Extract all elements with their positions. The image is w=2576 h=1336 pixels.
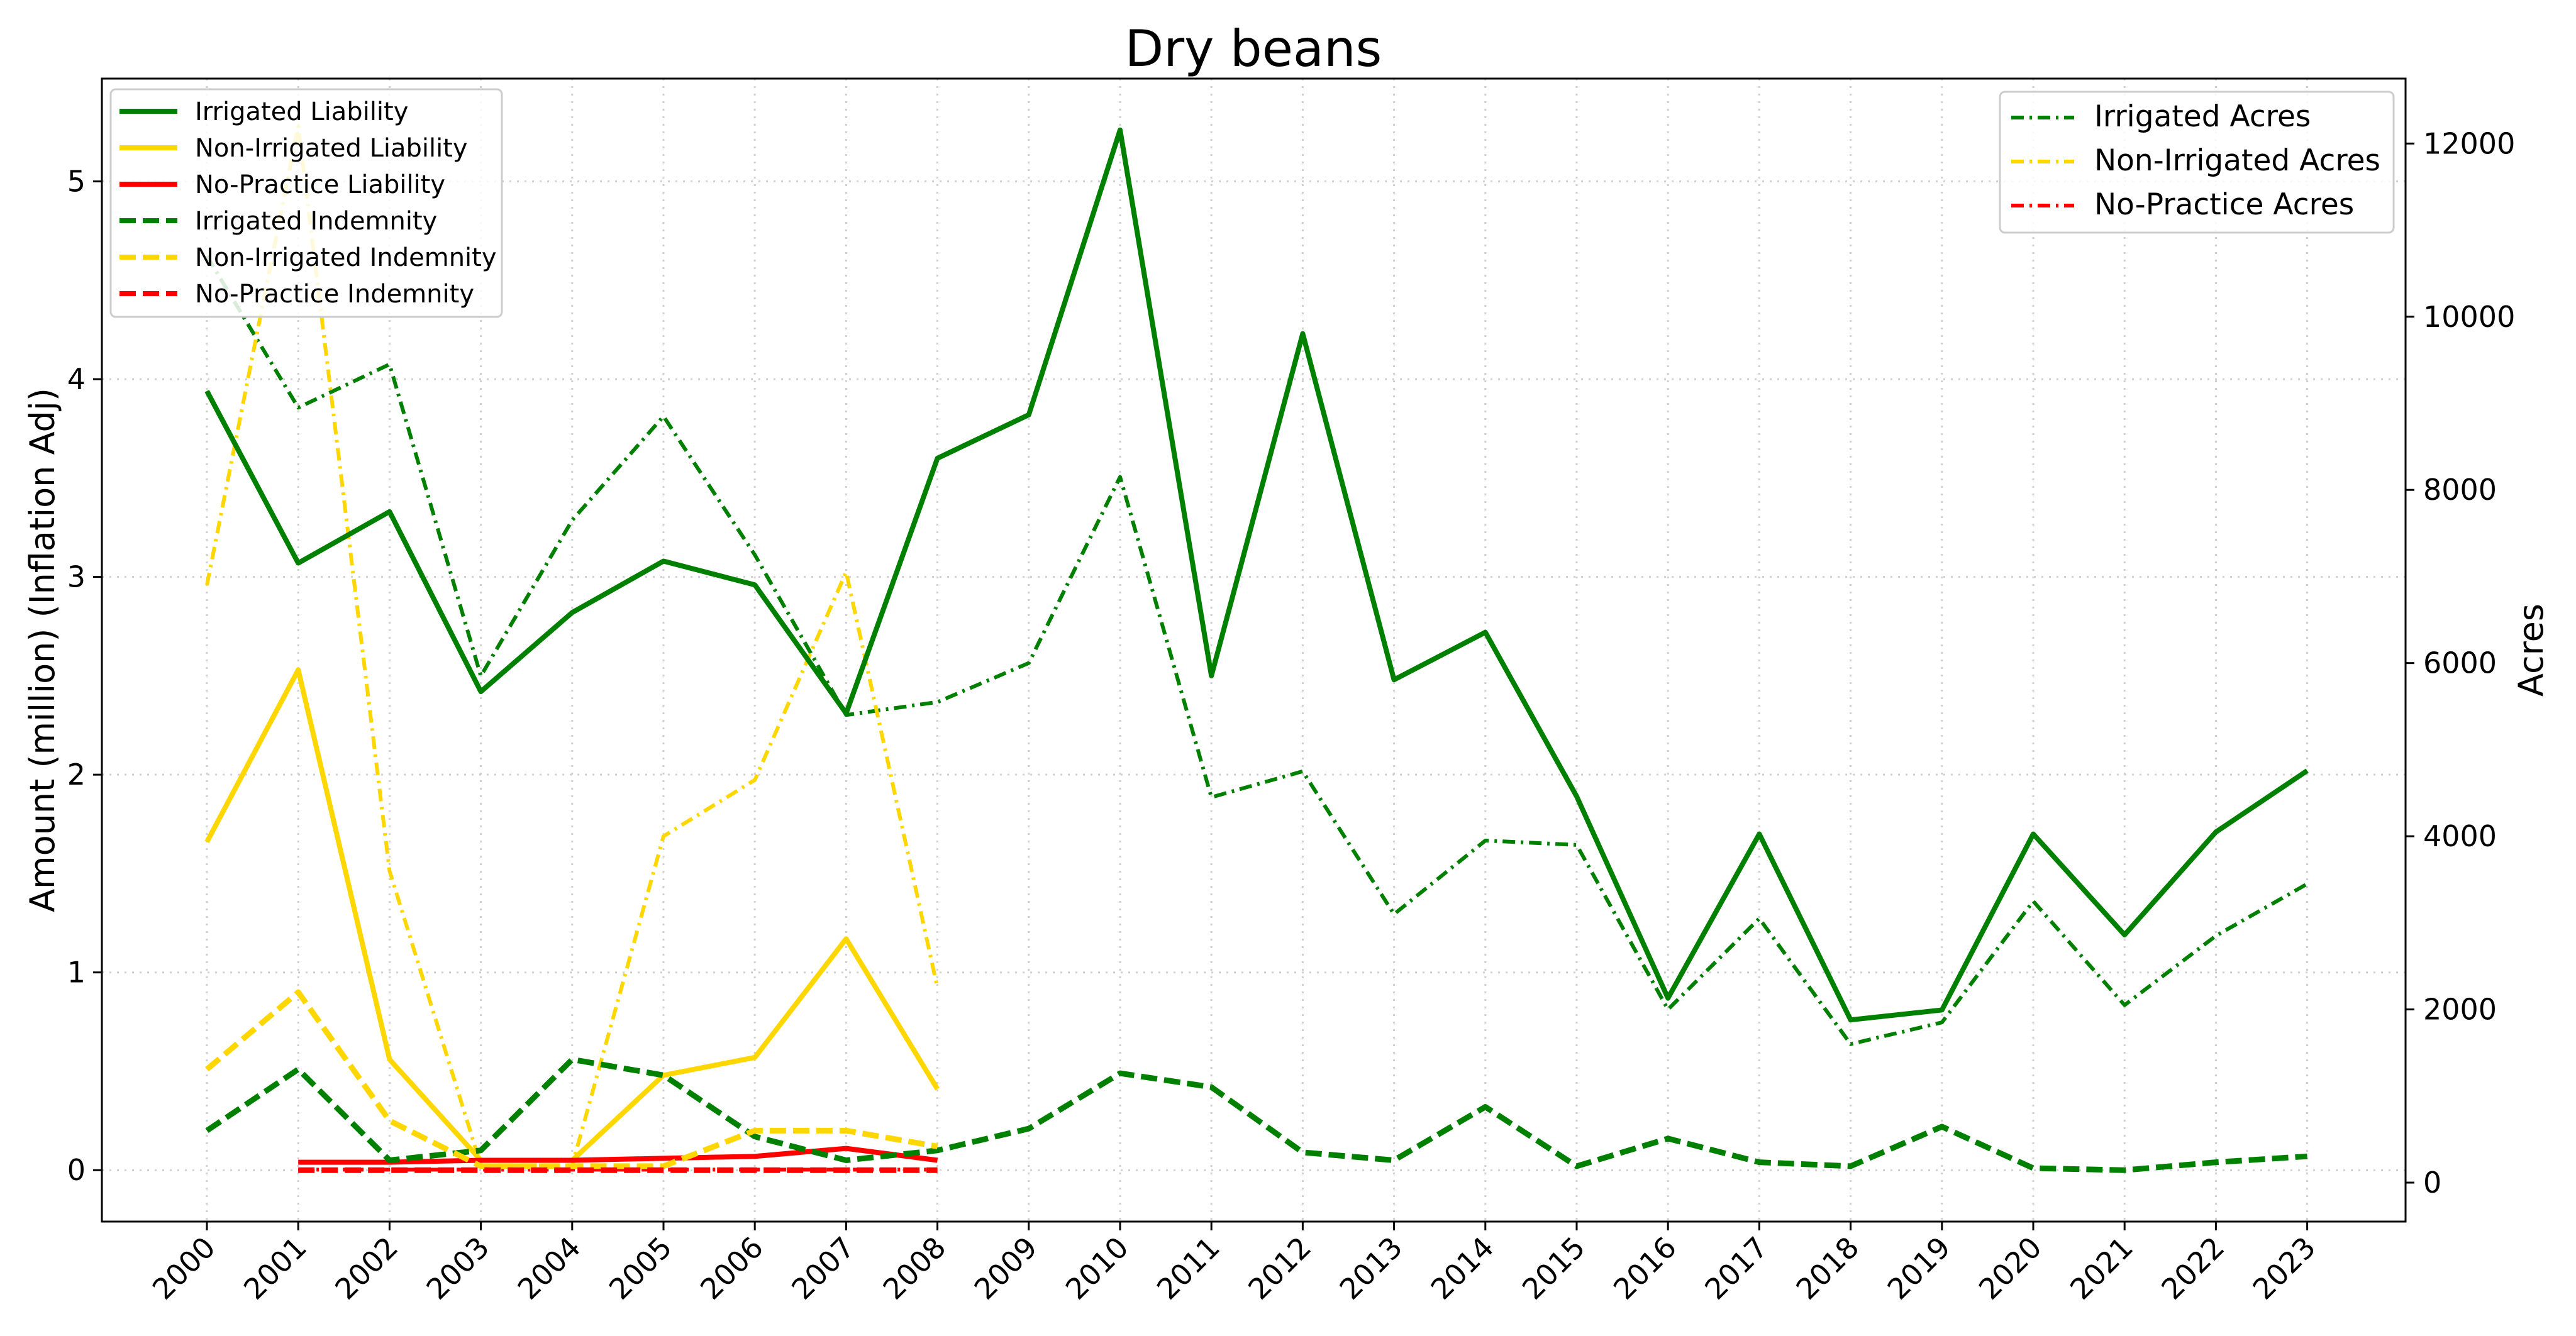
legend-label-no-practice-liability: No-Practice Liability — [195, 170, 445, 199]
legend-label-no-practice-acres: No-Practice Acres — [2094, 187, 2354, 222]
legend-acres: Irrigated Acres Non-Irrigated Acres No-Pra… — [1999, 91, 2395, 234]
right-y-tick-label: 0 — [2423, 1166, 2441, 1200]
plot-frame — [101, 77, 2407, 1223]
series-line-no-practice-liability — [298, 1146, 938, 1165]
legend-label-irrigated-indemnity: Irrigated Indemnity — [195, 207, 437, 236]
right-y-tick-label: 8000 — [2423, 473, 2497, 507]
left-y-axis-label: Amount (million) (Inflation Adj) — [23, 388, 62, 912]
series-line-irrigated-indemnity — [205, 1056, 2307, 1173]
left-y-tick-label: 4 — [67, 362, 86, 396]
left-y-tick-label: 5 — [67, 165, 86, 199]
right-y-tick-label: 6000 — [2423, 646, 2497, 680]
legend-label-irrigated-liability: Irrigated Liability — [195, 97, 408, 126]
legend-label-non-irrigated-acres: Non-Irrigated Acres — [2094, 143, 2380, 178]
left-y-tick-label: 3 — [67, 560, 86, 594]
left-y-tick-label: 0 — [67, 1153, 86, 1187]
series-line-irrigated-liability — [204, 127, 2309, 1023]
series-line-non-irrigated-indemnity — [205, 989, 938, 1169]
legend-liability-indemnity: Irrigated Liability Non-Irrigated Liabili… — [109, 88, 503, 318]
right-y-tick-label: 4000 — [2423, 819, 2497, 853]
right-y-axis-label: Acres — [2511, 604, 2551, 697]
series-lines — [204, 124, 2309, 1173]
legend-label-irrigated-acres: Irrigated Acres — [2094, 99, 2311, 134]
legend-label-non-irrigated-liability: Non-Irrigated Liability — [195, 134, 468, 163]
legend-frame — [109, 88, 503, 318]
legend-label-no-practice-indemnity: No-Practice Indemnity — [195, 280, 474, 309]
right-y-tick-label: 2000 — [2423, 993, 2497, 1027]
chart-title: Dry beans — [1125, 19, 1382, 78]
series-line-irrigated-acres — [205, 255, 2309, 1046]
legend-label-non-irrigated-indemnity: Non-Irrigated Indemnity — [195, 243, 497, 272]
left-y-tick-label: 2 — [67, 758, 86, 792]
left-y-tick-label: 1 — [67, 956, 86, 990]
legend-frame — [1999, 91, 2395, 234]
right-y-tick-label: 10000 — [2423, 300, 2515, 334]
right-y-tick-label: 12000 — [2423, 126, 2515, 160]
